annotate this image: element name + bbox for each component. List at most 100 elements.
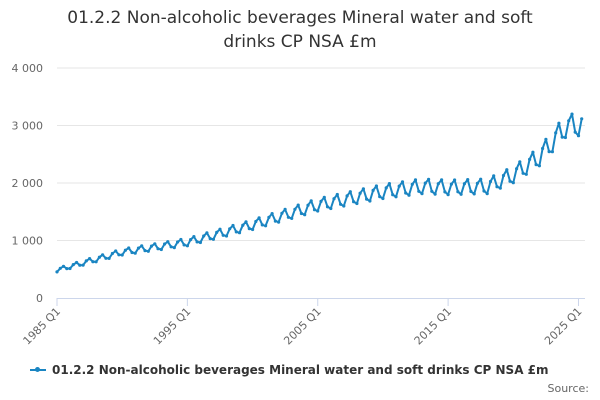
data-point[interactable] — [563, 135, 568, 140]
data-point[interactable] — [241, 223, 245, 227]
data-point[interactable] — [505, 168, 509, 172]
data-point[interactable] — [202, 234, 206, 238]
data-point[interactable] — [286, 215, 290, 219]
data-point[interactable] — [557, 121, 561, 125]
data-point[interactable] — [218, 227, 222, 231]
data-point[interactable] — [88, 257, 92, 261]
data-point[interactable] — [94, 260, 98, 264]
data-point[interactable] — [267, 215, 271, 219]
data-point[interactable] — [355, 201, 359, 206]
data-point[interactable] — [182, 243, 186, 247]
data-point[interactable] — [215, 230, 219, 234]
data-point[interactable] — [143, 249, 147, 253]
data-point[interactable] — [488, 179, 493, 184]
data-point[interactable] — [397, 184, 401, 188]
data-point[interactable] — [228, 227, 232, 231]
data-point[interactable] — [521, 171, 525, 175]
data-point[interactable] — [260, 223, 264, 227]
data-point[interactable] — [110, 251, 114, 256]
data-point[interactable] — [518, 160, 522, 164]
data-point[interactable] — [475, 181, 479, 185]
data-point[interactable] — [78, 263, 82, 267]
data-point[interactable] — [257, 216, 261, 220]
data-point[interactable] — [472, 192, 476, 196]
data-point[interactable] — [296, 203, 300, 207]
data-point[interactable] — [462, 182, 466, 186]
data-point[interactable] — [374, 184, 378, 188]
data-point[interactable] — [479, 177, 483, 181]
data-point[interactable] — [495, 185, 499, 189]
data-point[interactable] — [319, 199, 323, 203]
data-point[interactable] — [358, 191, 362, 195]
data-point[interactable] — [169, 245, 173, 249]
data-point[interactable] — [554, 131, 558, 135]
data-point[interactable] — [325, 205, 330, 209]
data-point[interactable] — [270, 212, 274, 216]
data-point[interactable] — [329, 206, 333, 211]
data-point[interactable] — [501, 173, 506, 178]
data-point[interactable] — [570, 112, 574, 116]
data-point[interactable] — [560, 135, 564, 139]
data-point[interactable] — [306, 203, 310, 207]
data-point[interactable] — [273, 219, 277, 223]
data-point[interactable] — [550, 150, 555, 154]
data-point[interactable] — [84, 259, 88, 263]
data-point[interactable] — [335, 192, 339, 197]
data-point[interactable] — [251, 227, 255, 232]
data-point[interactable] — [567, 119, 571, 123]
data-point[interactable] — [71, 263, 75, 267]
data-point[interactable] — [345, 194, 349, 198]
data-point[interactable] — [283, 207, 287, 211]
data-point[interactable] — [524, 172, 528, 176]
data-point[interactable] — [97, 255, 101, 259]
data-point[interactable] — [264, 224, 268, 228]
data-point[interactable] — [459, 192, 463, 196]
data-point[interactable] — [237, 231, 242, 235]
data-point[interactable] — [410, 182, 414, 186]
data-point[interactable] — [547, 150, 551, 154]
data-point[interactable] — [449, 182, 453, 186]
data-point[interactable] — [309, 199, 313, 203]
data-point[interactable] — [68, 266, 72, 271]
data-point[interactable] — [58, 266, 62, 270]
data-point[interactable] — [127, 246, 131, 250]
data-point[interactable] — [293, 207, 297, 211]
data-point[interactable] — [417, 189, 421, 193]
data-point[interactable] — [189, 238, 193, 242]
data-point[interactable] — [136, 246, 141, 250]
data-point[interactable] — [446, 193, 450, 197]
data-point[interactable] — [482, 189, 486, 193]
data-point[interactable] — [365, 197, 369, 201]
data-point[interactable] — [339, 202, 343, 206]
data-point[interactable] — [485, 192, 489, 196]
data-point[interactable] — [391, 193, 395, 197]
data-point[interactable] — [387, 182, 391, 186]
data-point[interactable] — [172, 246, 176, 250]
data-point[interactable] — [342, 204, 346, 208]
data-point[interactable] — [332, 197, 336, 201]
data-point[interactable] — [133, 251, 137, 255]
data-point[interactable] — [61, 264, 66, 268]
data-point[interactable] — [163, 242, 167, 246]
data-point[interactable] — [404, 191, 408, 195]
data-point[interactable] — [192, 235, 196, 239]
data-point[interactable] — [231, 223, 235, 228]
data-point[interactable] — [205, 231, 209, 235]
data-point[interactable] — [247, 227, 251, 231]
data-point[interactable] — [436, 182, 440, 186]
data-point[interactable] — [492, 174, 496, 178]
data-point[interactable] — [117, 253, 121, 257]
data-point[interactable] — [361, 187, 365, 191]
data-point[interactable] — [394, 195, 398, 199]
data-point[interactable] — [104, 256, 108, 260]
data-point[interactable] — [254, 219, 258, 224]
data-point[interactable] — [573, 130, 577, 134]
data-point[interactable] — [469, 189, 473, 193]
data-point[interactable] — [153, 242, 157, 246]
legend[interactable]: 01.2.2 Non-alcoholic beverages Mineral w… — [30, 363, 590, 377]
data-point[interactable] — [208, 237, 212, 241]
data-point[interactable] — [55, 270, 59, 274]
data-point[interactable] — [440, 178, 444, 182]
data-point[interactable] — [322, 195, 326, 199]
data-point[interactable] — [371, 188, 375, 192]
